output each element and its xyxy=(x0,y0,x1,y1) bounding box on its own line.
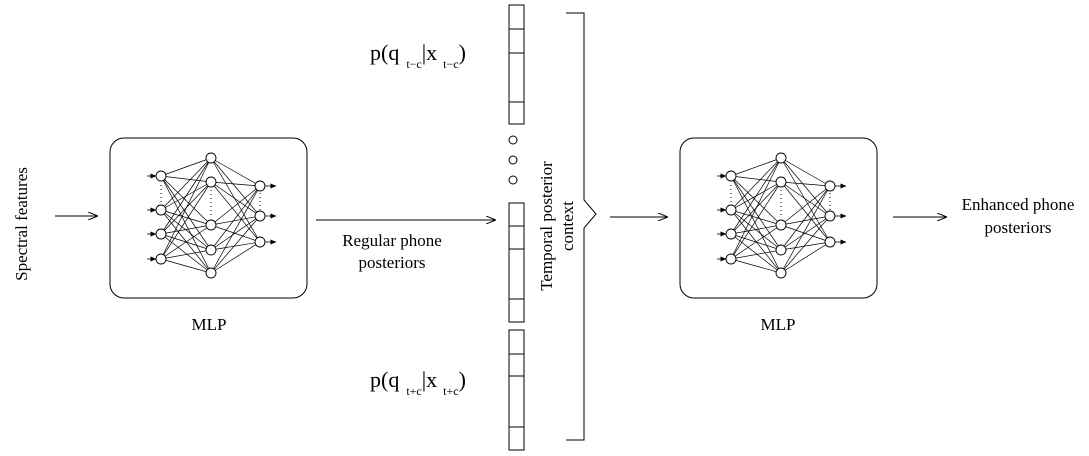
mlp-box-1 xyxy=(109,137,308,299)
ellipsis-dots xyxy=(508,135,518,185)
bottom-formula-close: ) xyxy=(459,367,466,392)
input-node xyxy=(725,253,737,265)
output-node xyxy=(254,236,266,248)
hidden-node xyxy=(775,244,787,256)
input-label: Spectral features xyxy=(12,167,31,281)
hidden-node xyxy=(775,219,787,231)
context-brace xyxy=(566,12,597,441)
posterior-vector-middle xyxy=(508,202,525,323)
top-formula-p: p(q xyxy=(370,40,399,65)
hidden-node xyxy=(205,219,217,231)
input-node xyxy=(155,253,167,265)
posterior-vector-bottom xyxy=(508,329,525,451)
top-formula-x-sub: t−c xyxy=(443,57,458,71)
mlp-label-1: MLP xyxy=(192,315,227,334)
hidden-node xyxy=(205,267,217,279)
hidden-node xyxy=(205,244,217,256)
output-node xyxy=(254,180,266,192)
neural-network-icon-2 xyxy=(717,152,847,279)
hidden-node xyxy=(205,176,217,188)
context-label-line2: context xyxy=(558,201,577,251)
input-node xyxy=(155,170,167,182)
output-node xyxy=(254,210,266,222)
input-node xyxy=(725,228,737,240)
regular-posteriors-label-line1: Regular phone xyxy=(342,231,442,250)
hidden-node xyxy=(775,176,787,188)
hidden-node xyxy=(205,152,217,164)
output-node xyxy=(824,236,836,248)
neural-network-icon-1 xyxy=(147,152,277,279)
output-label-line1: Enhanced phone xyxy=(962,195,1075,214)
mlp-box-2 xyxy=(679,137,878,299)
mlp-label-2: MLP xyxy=(761,315,796,334)
hidden-node xyxy=(775,152,787,164)
top-formula-close: ) xyxy=(459,40,466,65)
output-node xyxy=(824,180,836,192)
input-node xyxy=(155,204,167,216)
hidden-node xyxy=(775,267,787,279)
top-posterior-formula: p(q t−c|x t−c) xyxy=(370,40,466,71)
bottom-formula-p: p(q xyxy=(370,367,399,392)
posterior-vector-top xyxy=(508,4,525,125)
bottom-formula-x-sub: t+c xyxy=(443,384,458,398)
bottom-formula-x: |x xyxy=(422,367,437,392)
input-node xyxy=(725,170,737,182)
context-label-line1: Temporal posterior xyxy=(537,161,556,291)
output-node xyxy=(824,210,836,222)
top-formula-q-sub: t−c xyxy=(406,57,421,71)
input-node xyxy=(155,228,167,240)
bottom-posterior-formula: p(q t+c|x t+c) xyxy=(370,367,466,398)
bottom-formula-q-sub: t+c xyxy=(406,384,421,398)
input-node xyxy=(725,204,737,216)
top-formula-x: |x xyxy=(422,40,437,65)
regular-posteriors-label-line2: posteriors xyxy=(358,253,425,272)
output-label-line2: posteriors xyxy=(984,218,1051,237)
